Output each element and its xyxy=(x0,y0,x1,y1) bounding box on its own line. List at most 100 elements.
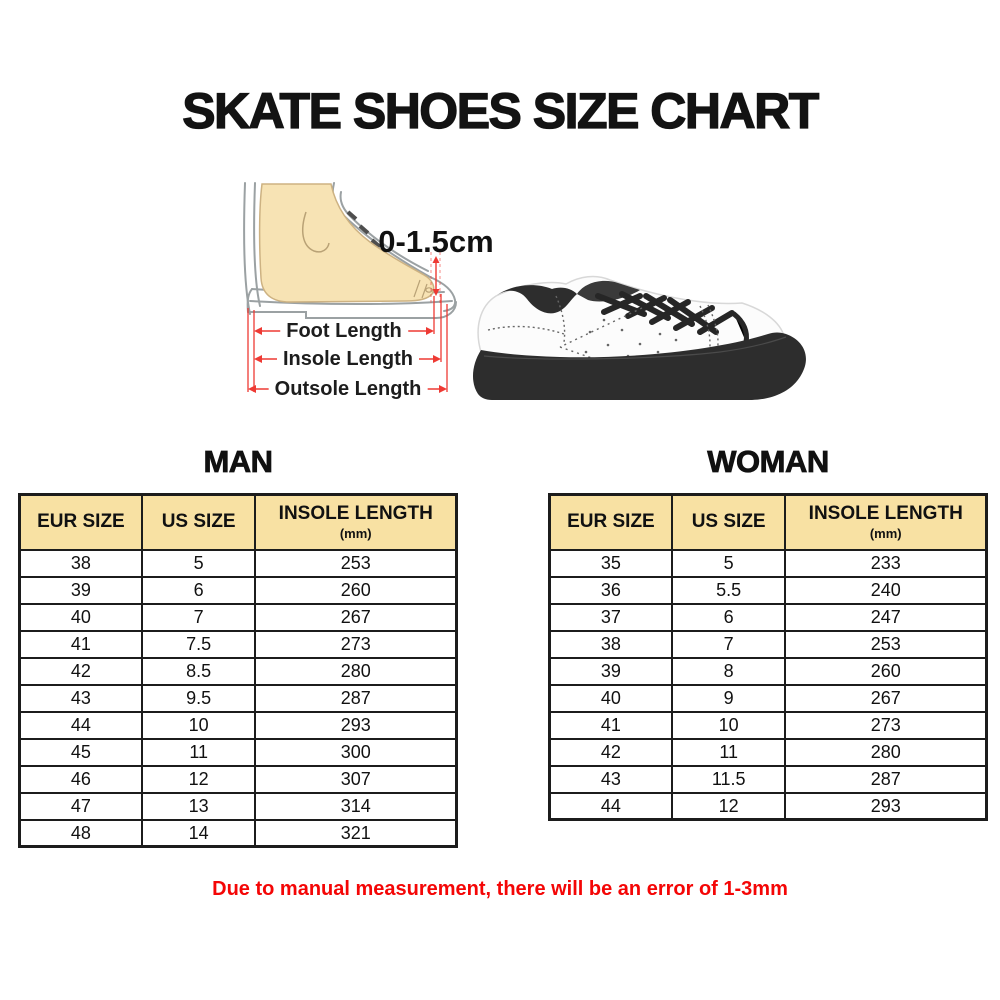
table-row: 42 11 280 xyxy=(548,737,988,767)
table-row: 46 12 307 xyxy=(18,764,458,794)
table-row: 40 9 267 xyxy=(548,683,988,713)
table-row: 42 8.5 280 xyxy=(18,656,458,686)
table-cell: 14 xyxy=(140,818,257,848)
table-row: 47 13 314 xyxy=(18,791,458,821)
table-cell: 38 xyxy=(18,548,143,578)
man-col-insole-length: INSOLE LENGTH (mm) xyxy=(254,493,458,551)
table-cell: 9 xyxy=(670,683,787,713)
insole-length-label: Insole Length xyxy=(277,348,419,370)
man-col-eur-size: EUR SIZE xyxy=(18,493,143,551)
woman-table-title: WOMAN xyxy=(707,444,830,480)
table-cell: 8 xyxy=(670,656,787,686)
col-label: US SIZE xyxy=(161,511,236,533)
woman-col-insole-length: INSOLE LENGTH (mm) xyxy=(784,493,988,551)
table-cell: 300 xyxy=(254,737,458,767)
table-cell: 6 xyxy=(670,602,787,632)
table-cell: 43 xyxy=(18,683,143,713)
measurement-arrowheads xyxy=(248,256,447,393)
table-cell: 5 xyxy=(670,548,787,578)
table-row: 44 10 293 xyxy=(18,710,458,740)
table-cell: 11 xyxy=(670,737,787,767)
table-cell: 240 xyxy=(784,575,988,605)
man-header-row: EUR SIZE US SIZE INSOLE LENGTH (mm) xyxy=(18,493,458,551)
table-row: 37 6 247 xyxy=(548,602,988,632)
shoe-laces xyxy=(595,291,749,345)
table-cell: 8.5 xyxy=(140,656,257,686)
table-cell: 42 xyxy=(548,737,673,767)
table-cell: 44 xyxy=(548,791,673,821)
woman-col-eur-size: EUR SIZE xyxy=(548,493,673,551)
col-label: INSOLE LENGTH xyxy=(808,503,963,525)
table-cell: 40 xyxy=(18,602,143,632)
col-unit-label: (mm) xyxy=(869,526,902,542)
table-cell: 39 xyxy=(18,575,143,605)
table-cell: 280 xyxy=(254,656,458,686)
table-cell: 47 xyxy=(18,791,143,821)
foot-measurement-diagram xyxy=(243,182,457,393)
table-cell: 11.5 xyxy=(670,764,787,794)
man-table-body: 38 5 253 39 6 260 40 7 267 41 7.5 273 42 8.5 280 43 9.5 2… xyxy=(18,548,458,848)
table-cell: 42 xyxy=(18,656,143,686)
table-row: 38 7 253 xyxy=(548,629,988,659)
outsole-length-label: Outsole Length xyxy=(268,378,428,400)
table-row: 36 5.5 240 xyxy=(548,575,988,605)
page-title: SKATE SHOES SIZE CHART xyxy=(182,82,820,139)
table-cell: 36 xyxy=(548,575,673,605)
table-cell: 321 xyxy=(254,818,458,848)
foot-length-label: Foot Length xyxy=(280,320,408,342)
table-cell: 7 xyxy=(140,602,257,632)
table-row: 41 7.5 273 xyxy=(18,629,458,659)
table-cell: 293 xyxy=(254,710,458,740)
table-row: 43 11.5 287 xyxy=(548,764,988,794)
table-cell: 13 xyxy=(140,791,257,821)
table-cell: 307 xyxy=(254,764,458,794)
table-cell: 45 xyxy=(18,737,143,767)
table-cell: 287 xyxy=(254,683,458,713)
table-cell: 9.5 xyxy=(140,683,257,713)
col-label: INSOLE LENGTH xyxy=(278,503,433,525)
table-cell: 287 xyxy=(784,764,988,794)
man-col-us-size: US SIZE xyxy=(140,493,257,551)
col-label: EUR SIZE xyxy=(567,511,655,533)
shoe-perforations xyxy=(584,318,678,358)
man-table-section: MAN EUR SIZE US SIZE INSOLE LENGTH (mm) xyxy=(18,444,458,848)
table-cell: 10 xyxy=(140,710,257,740)
table-cell: 46 xyxy=(18,764,143,794)
table-cell: 44 xyxy=(18,710,143,740)
table-row: 35 5 233 xyxy=(548,548,988,578)
table-cell: 293 xyxy=(784,791,988,821)
table-cell: 10 xyxy=(670,710,787,740)
table-cell: 7.5 xyxy=(140,629,257,659)
lace-hooks xyxy=(346,210,382,249)
table-cell: 39 xyxy=(548,656,673,686)
man-size-table: EUR SIZE US SIZE INSOLE LENGTH (mm) 38 5 2… xyxy=(18,493,458,848)
table-cell: 7 xyxy=(670,629,787,659)
table-cell: 267 xyxy=(784,683,988,713)
table-cell: 273 xyxy=(784,710,988,740)
table-cell: 260 xyxy=(784,656,988,686)
sole-top-edge xyxy=(483,336,787,360)
table-row: 44 12 293 xyxy=(548,791,988,821)
toe-gap-label: 0-1.5cm xyxy=(378,224,494,259)
table-cell: 48 xyxy=(18,818,143,848)
shoe-sole xyxy=(472,332,806,400)
table-cell: 314 xyxy=(254,791,458,821)
table-cell: 40 xyxy=(548,683,673,713)
table-cell: 38 xyxy=(548,629,673,659)
table-cell: 247 xyxy=(784,602,988,632)
table-row: 45 11 300 xyxy=(18,737,458,767)
table-row: 41 10 273 xyxy=(548,710,988,740)
woman-size-table: EUR SIZE US SIZE INSOLE LENGTH (mm) 35 5 2… xyxy=(548,493,988,821)
table-cell: 35 xyxy=(548,548,673,578)
table-cell: 253 xyxy=(254,548,458,578)
table-cell: 280 xyxy=(784,737,988,767)
table-cell: 260 xyxy=(254,575,458,605)
measurement-error-note: Due to manual measurement, there will be… xyxy=(212,878,788,900)
table-cell: 273 xyxy=(254,629,458,659)
woman-col-us-size: US SIZE xyxy=(670,493,787,551)
table-cell: 41 xyxy=(548,710,673,740)
table-cell: 43 xyxy=(548,764,673,794)
woman-table-section: WOMAN EUR SIZE US SIZE INSOLE LENGTH (mm… xyxy=(548,444,988,821)
col-label: EUR SIZE xyxy=(37,511,125,533)
